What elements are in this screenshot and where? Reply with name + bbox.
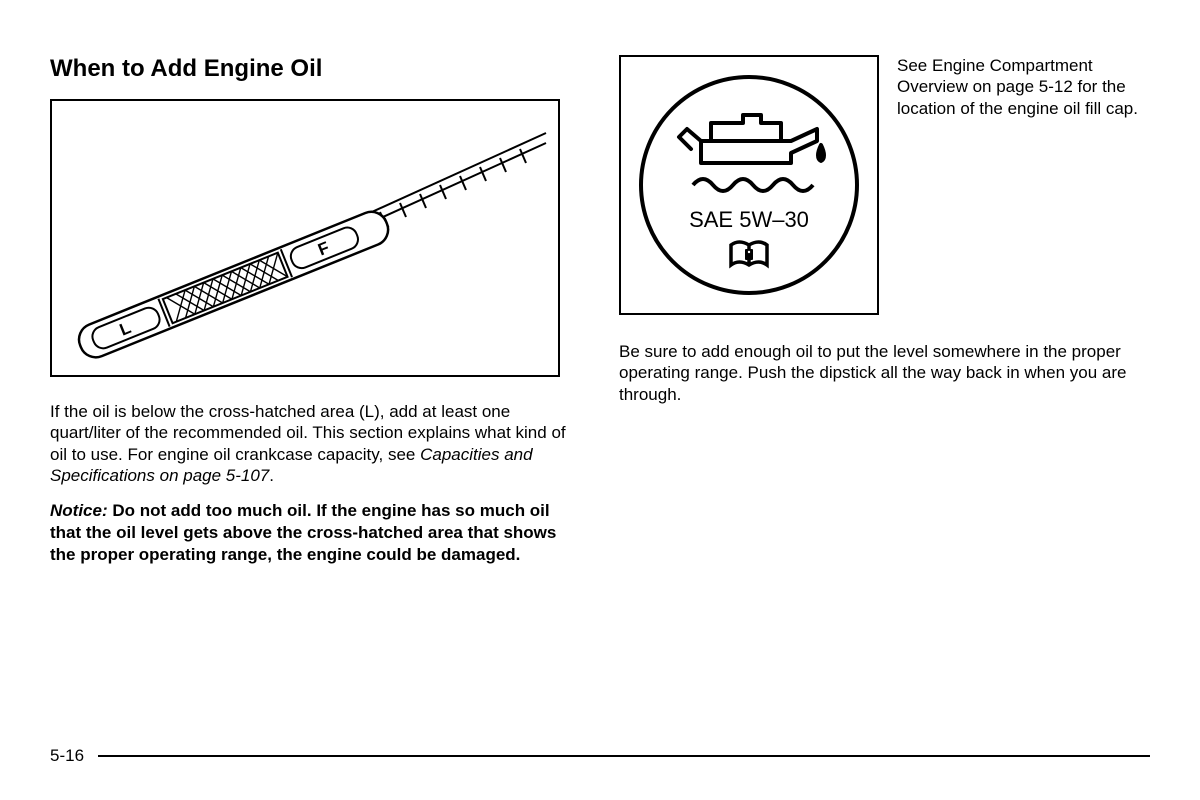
page-number: 5-16 <box>50 746 84 766</box>
footer-rule <box>98 755 1150 757</box>
notice-paragraph: Notice: Do not add too much oil. If the … <box>50 500 581 565</box>
left-paragraph-1: If the oil is below the cross-hatched ar… <box>50 401 581 486</box>
oil-cap-figure-frame: SAE 5W–30 <box>619 55 879 315</box>
right-paragraph-1: Be sure to add enough oil to put the lev… <box>619 341 1150 405</box>
dipstick-figure-frame: L <box>50 99 560 377</box>
page-footer: 5-16 <box>50 746 1150 766</box>
text-span: . <box>269 466 274 485</box>
notice-label: Notice: <box>50 501 108 520</box>
manual-icon <box>731 242 767 265</box>
oil-spec-label: SAE 5W–30 <box>689 207 809 232</box>
text-span: See <box>897 56 932 75</box>
section-heading: When to Add Engine Oil <box>50 55 581 83</box>
oil-cap-caption: See Engine Compartment Overview on page … <box>897 55 1150 315</box>
left-column: When to Add Engine Oil <box>50 55 581 565</box>
dipstick-illustration: L <box>60 113 550 363</box>
right-column: SAE 5W–30 See Engine Compartment Overvie… <box>619 55 1150 565</box>
content-columns: When to Add Engine Oil <box>50 55 1150 565</box>
oil-cap-row: SAE 5W–30 See Engine Compartment Overvie… <box>619 55 1150 315</box>
notice-body: Do not add too much oil. If the engine h… <box>50 501 556 564</box>
oil-cap-illustration: SAE 5W–30 <box>631 67 867 303</box>
